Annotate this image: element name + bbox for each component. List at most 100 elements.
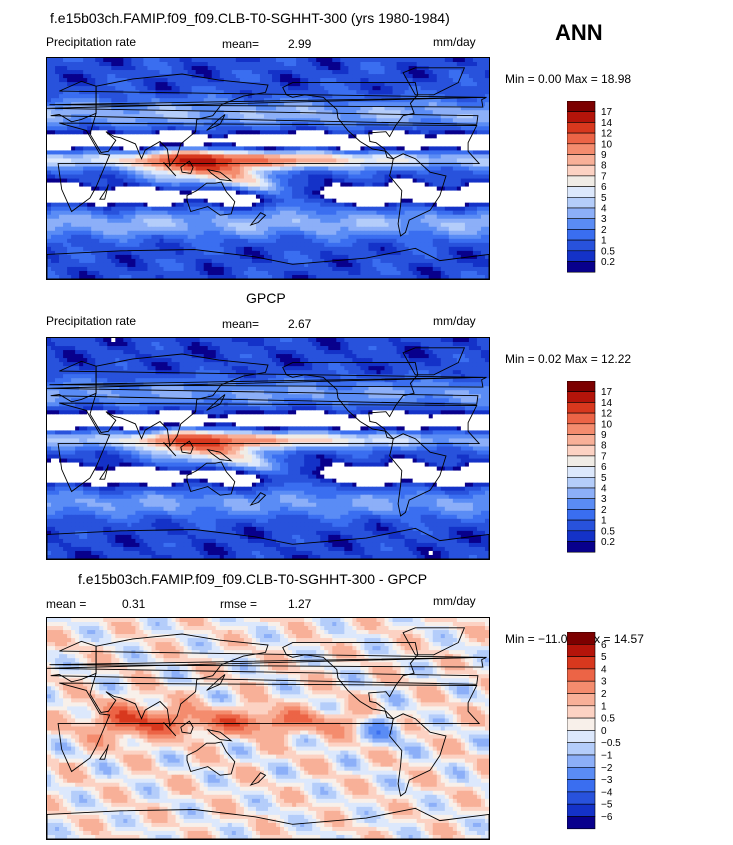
colorbar-tick-label: 9: [601, 150, 607, 161]
colorbar-tick-label: 14: [601, 398, 613, 409]
panel2-variable: Precipitation rate: [46, 314, 137, 328]
panel1-mean-label: mean=: [222, 37, 260, 51]
colorbar-swatch: [566, 487, 596, 499]
colorbar-swatch: [566, 754, 596, 768]
coastline: [57, 122, 481, 213]
coastline: [249, 492, 267, 506]
colorbar-tick-label: 1: [601, 516, 607, 527]
colorbar-tick-label: −4: [601, 787, 613, 798]
colorbar-swatch: [566, 730, 596, 744]
coastline: [47, 527, 489, 559]
coastline: [180, 160, 194, 174]
colorbar-swatch: [566, 656, 596, 670]
colorbar-swatch: [566, 779, 596, 793]
coastline: [402, 67, 466, 96]
panel1-minmax: Min = 0.00 Max = 18.98: [505, 72, 632, 86]
colorbar-swatch: [566, 261, 596, 273]
coastline: [206, 728, 233, 742]
coastline: [163, 442, 177, 457]
colorbar-swatch: [566, 402, 596, 414]
coastline: [57, 402, 481, 493]
colorbar-swatch: [566, 164, 596, 177]
coastline: [49, 96, 487, 108]
coastline: [49, 376, 487, 388]
colorbar-swatch: [566, 434, 596, 446]
panel3-mean-label: mean =: [46, 597, 87, 611]
coastline: [163, 162, 177, 177]
coastline: [206, 168, 233, 182]
colorbar-swatch: [566, 186, 596, 198]
colorbar-tick-label: 0.5: [601, 714, 615, 725]
colorbar-tick-label: 6: [601, 182, 607, 193]
coastline: [249, 772, 267, 786]
colorbar-tick-label: 4: [601, 204, 607, 215]
colorbar-swatch: [566, 466, 596, 478]
coastline: [98, 464, 109, 480]
colorbar-swatch: [566, 509, 596, 521]
colorbar-tick-label: 5: [601, 652, 607, 663]
colorbar-swatch: [566, 742, 596, 756]
coastline: [389, 713, 447, 797]
panel2-title: GPCP: [246, 290, 286, 306]
coastline: [186, 741, 236, 776]
colorbar-tick-label: 6: [601, 640, 607, 651]
panel1-map: [46, 57, 490, 280]
colorbar-swatch: [566, 519, 596, 532]
coastline: [282, 642, 419, 720]
colorbar-swatch: [566, 380, 596, 392]
colorbar-swatch: [566, 423, 596, 435]
colorbar-swatch: [566, 154, 596, 166]
panel1-units: mm/day: [433, 35, 476, 49]
coastline: [186, 181, 236, 216]
panel2-map: [46, 337, 490, 560]
colorbar-tick-label: −5: [601, 800, 613, 811]
colorbar-tick-label: 4: [601, 484, 607, 495]
colorbar-swatch: [566, 444, 596, 457]
coastline: [402, 347, 466, 376]
colorbar-tick-label: 8: [601, 161, 607, 172]
colorbar-tick-label: 0.5: [601, 526, 615, 537]
panel2-mean-value: 2.67: [288, 317, 312, 331]
coastline: [49, 656, 487, 668]
coastline: [180, 440, 194, 454]
colorbar-tick-label: 3: [601, 677, 607, 688]
coastline: [89, 353, 269, 448]
coastline: [402, 627, 466, 656]
colorbar-tick-label: −1: [601, 751, 613, 762]
colorbar-tick-label: 17: [601, 387, 613, 398]
colorbar-swatch: [566, 239, 596, 252]
coastline: [206, 674, 226, 691]
colorbar-swatch: [566, 197, 596, 209]
panel1-field: [47, 58, 489, 279]
colorbar-swatch: [566, 816, 596, 830]
colorbar-swatch: [566, 791, 596, 805]
panel3-rmse-label: rmse =: [220, 597, 258, 611]
colorbar-swatch: [566, 644, 596, 657]
colorbar-tick-label: 7: [601, 171, 607, 182]
colorbar-swatch: [566, 680, 596, 694]
coastline: [389, 433, 447, 517]
colorbar-tick-label: 5: [601, 193, 607, 204]
colorbar-tick-label: 10: [601, 139, 613, 150]
colorbar-tick-label: 9: [601, 430, 607, 441]
colorbar-tick-label: 2: [601, 505, 607, 516]
coastline: [98, 744, 109, 760]
coastline: [98, 184, 109, 200]
colorbar-swatch: [566, 391, 596, 403]
coastline: [206, 448, 233, 462]
colorbar-tick-label: 4: [601, 664, 607, 675]
panel2-field: [47, 338, 489, 559]
colorbar-swatch: [566, 250, 596, 262]
panel2-units: mm/day: [433, 314, 476, 328]
colorbar-tick-label: 6: [601, 462, 607, 473]
colorbar-tick-label: 0.2: [601, 537, 615, 548]
coastline: [47, 247, 489, 279]
colorbar-tick-label: 17: [601, 107, 613, 118]
colorbar-swatch: [566, 218, 596, 230]
colorbar-swatch: [566, 229, 596, 241]
colorbar-tick-label: 0.5: [601, 246, 615, 257]
coastline: [206, 114, 226, 131]
panel1-title: f.e15b03ch.FAMIP.f09_f09.CLB-T0-SGHHT-30…: [50, 10, 450, 26]
colorbar-tick-label: 14: [601, 118, 613, 129]
panel2-mean-label: mean=: [222, 317, 260, 331]
